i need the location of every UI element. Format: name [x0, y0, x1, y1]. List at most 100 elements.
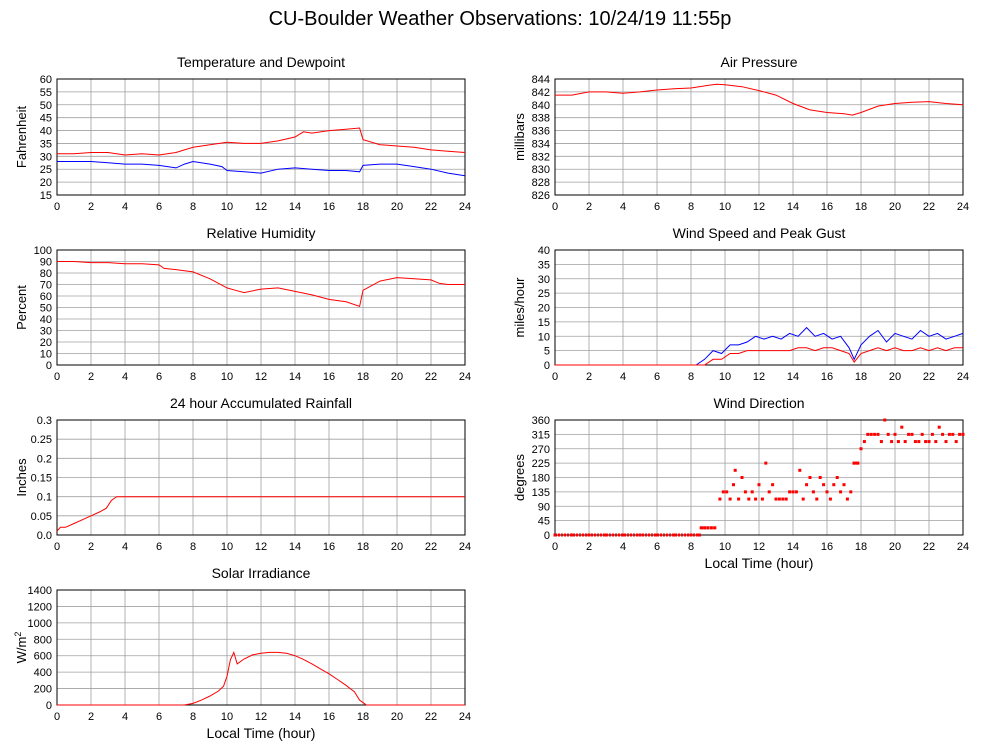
y-axis-label: Percent: [14, 285, 29, 330]
y-tick-label: 35: [40, 138, 52, 150]
data-point: [777, 497, 781, 501]
chart-title: 24 hour Accumulated Rainfall: [170, 395, 352, 411]
series-line-1: [57, 650, 465, 706]
data-point: [845, 497, 849, 501]
data-point: [832, 483, 836, 487]
y-axis-label: millibars: [512, 113, 527, 161]
x-tick-label: 24: [957, 371, 969, 383]
data-point: [951, 432, 955, 436]
x-tick-label: 22: [923, 371, 935, 383]
data-point: [808, 476, 812, 479]
x-tick-label: 16: [821, 201, 833, 213]
y-tick-label: 0: [46, 360, 52, 372]
y-axis-label: Inches: [14, 458, 29, 497]
x-tick-label: 12: [753, 201, 765, 213]
x-tick-label: 2: [586, 541, 592, 553]
x-tick-label: 10: [719, 201, 731, 213]
series-line-2: [57, 160, 466, 177]
x-tick-label: 4: [122, 371, 128, 383]
chart-title: Wind Speed and Peak Gust: [673, 225, 846, 241]
x-tick-label: 8: [688, 371, 694, 383]
y-tick-label: 55: [40, 87, 52, 99]
humidity-chart: 0 2 4 6 8 10 12 14 16 18 20 22 240102030405060708090…: [14, 225, 471, 383]
data-point: [811, 490, 815, 494]
y-axis-label: W/m2: [13, 632, 29, 664]
data-point: [886, 432, 890, 436]
y-tick-label: 45: [538, 516, 550, 528]
y-tick-label: 0.2: [37, 453, 52, 465]
x-tick-label: 6: [156, 201, 162, 213]
data-point: [764, 461, 768, 465]
x-tick-label: 16: [323, 541, 335, 553]
y-tick-label: 0.0: [37, 530, 52, 542]
y-tick-label: 800: [34, 634, 52, 646]
y-tick-label: 20: [40, 337, 52, 349]
data-point: [907, 432, 911, 436]
x-tick-label: 10: [221, 541, 233, 553]
y-tick-label: 225: [532, 458, 550, 470]
data-point: [794, 490, 798, 494]
plot-frame: [554, 249, 964, 366]
x-tick-label: 18: [855, 541, 867, 553]
y-tick-label: 20: [538, 303, 550, 315]
data-point: [747, 497, 751, 501]
data-point: [896, 440, 900, 444]
data-point: [737, 497, 741, 501]
y-tick-label: 0: [544, 360, 550, 372]
data-point: [930, 432, 934, 436]
x-tick-label: 2: [586, 371, 592, 383]
y-tick-label: 100: [34, 245, 52, 257]
x-tick-label: 20: [391, 371, 403, 383]
x-tick-label: 14: [289, 371, 301, 383]
data-point: [954, 440, 958, 444]
y-tick-label: 30: [40, 326, 52, 338]
x-tick-label: 6: [654, 201, 660, 213]
x-tick-label: 24: [459, 201, 471, 213]
plot-frame: [554, 78, 964, 196]
data-point: [937, 425, 941, 429]
data-point: [771, 483, 775, 487]
y-tick-label: 80: [40, 268, 52, 280]
x-tick-label: 16: [323, 201, 335, 213]
data-point: [740, 476, 744, 479]
data-point: [917, 440, 921, 444]
x-tick-label: 22: [923, 201, 935, 213]
x-tick-label: 2: [88, 541, 94, 553]
x-tick-label: 4: [620, 371, 626, 383]
x-tick-label: 24: [459, 541, 471, 553]
pressure-chart: 0 2 4 6 8 10 12 14 16 18 20 22 248268288308328348368…: [512, 54, 969, 213]
x-tick-label: 14: [787, 541, 799, 553]
y-tick-label: 0.05: [31, 511, 52, 523]
x-tick-label: 0: [552, 371, 558, 383]
data-point: [842, 483, 846, 487]
data-point: [944, 440, 948, 444]
data-point: [725, 490, 729, 494]
plot-frame: [56, 249, 466, 366]
rainfall-chart: 0 2 4 6 8 10 12 14 16 18 20 22 240.00.050.10.150.20.…: [14, 395, 471, 553]
data-point: [900, 425, 904, 429]
x-tick-label: 18: [855, 201, 867, 213]
y-tick-label: 10: [538, 331, 550, 343]
data-point: [920, 432, 924, 436]
x-tick-label: 14: [289, 711, 301, 723]
data-point: [903, 440, 907, 444]
x-tick-label: 22: [425, 201, 437, 213]
data-point: [791, 490, 795, 494]
x-tick-label: 6: [156, 711, 162, 723]
wind-chart: 0 2 4 6 8 10 12 14 16 18 20 22 240510152025303540Win…: [512, 225, 969, 383]
x-tick-label: 18: [855, 371, 867, 383]
x-tick-label: 24: [459, 371, 471, 383]
y-tick-label: 15: [538, 317, 550, 329]
data-point: [934, 440, 938, 444]
chart-title: Wind Direction: [713, 395, 804, 411]
data-point: [828, 497, 832, 501]
x-tick-label: 24: [957, 541, 969, 553]
data-point: [788, 490, 792, 494]
x-tick-label: 8: [190, 371, 196, 383]
series-line-1: [57, 127, 466, 156]
x-tick-label: 20: [889, 541, 901, 553]
page-title: CU-Boulder Weather Observations: 10/24/1…: [268, 8, 732, 30]
x-tick-label: 20: [391, 711, 403, 723]
data-point: [733, 468, 737, 472]
x-tick-label: 18: [357, 371, 369, 383]
